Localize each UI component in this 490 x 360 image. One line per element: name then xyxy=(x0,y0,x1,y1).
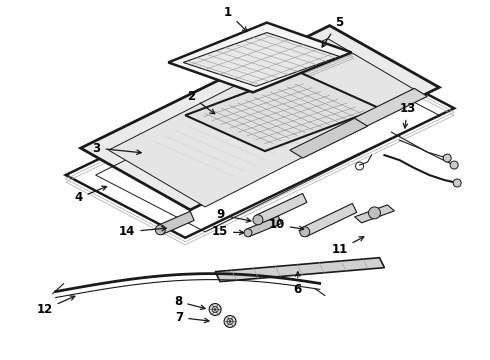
Circle shape xyxy=(253,215,263,225)
Polygon shape xyxy=(215,258,385,282)
Polygon shape xyxy=(290,118,368,158)
Polygon shape xyxy=(355,205,394,223)
Polygon shape xyxy=(303,203,357,236)
Circle shape xyxy=(453,179,461,187)
Polygon shape xyxy=(168,23,352,92)
Text: 3: 3 xyxy=(93,141,141,155)
Polygon shape xyxy=(256,193,307,224)
Circle shape xyxy=(300,227,310,237)
Polygon shape xyxy=(158,211,194,234)
Text: 6: 6 xyxy=(294,272,302,296)
Text: 9: 9 xyxy=(217,208,251,222)
Polygon shape xyxy=(349,88,427,128)
Text: 5: 5 xyxy=(322,16,343,47)
Text: 11: 11 xyxy=(331,237,364,256)
Text: 8: 8 xyxy=(174,295,205,310)
Circle shape xyxy=(443,154,451,162)
Circle shape xyxy=(244,229,252,237)
Polygon shape xyxy=(108,39,424,207)
Circle shape xyxy=(224,315,236,328)
Circle shape xyxy=(368,207,380,219)
Text: 2: 2 xyxy=(187,90,215,114)
Polygon shape xyxy=(183,32,340,86)
Polygon shape xyxy=(81,26,439,210)
Circle shape xyxy=(209,303,221,315)
Polygon shape xyxy=(246,216,281,237)
Text: 12: 12 xyxy=(36,296,75,316)
Text: 1: 1 xyxy=(224,6,247,32)
Text: 14: 14 xyxy=(119,225,166,238)
Circle shape xyxy=(450,161,458,169)
Text: 7: 7 xyxy=(175,311,209,324)
Text: 4: 4 xyxy=(74,186,107,204)
Text: 15: 15 xyxy=(212,225,244,238)
Circle shape xyxy=(155,225,165,235)
Text: 13: 13 xyxy=(399,102,416,128)
Polygon shape xyxy=(185,72,379,151)
Text: 10: 10 xyxy=(269,218,304,231)
